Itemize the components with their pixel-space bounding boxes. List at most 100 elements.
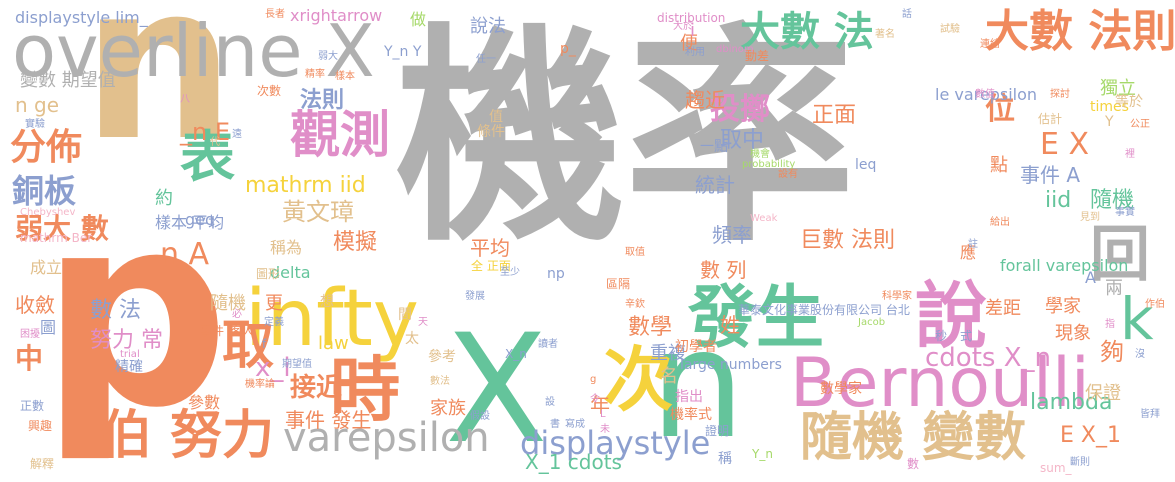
cloud-word: le varepsilon [935,85,1038,104]
cloud-word: 必 [232,309,242,320]
cloud-word: mathrm Ber [20,231,93,245]
cloud-word: 一點 [700,139,728,155]
cloud-word: 趨近 [685,88,725,112]
cloud-word: 興趣 [28,419,53,433]
cloud-word: 假設 [470,411,490,422]
cloud-word: 指出 [675,389,703,405]
cloud-word: 探討 [1050,89,1070,100]
cloud-word: overline X [12,9,375,93]
cloud-word: n ge [15,93,60,117]
cloud-word: 圖 [40,318,57,337]
cloud-word: 長者 [265,9,285,20]
cloud-word: A [1085,268,1096,287]
cloud-word: 隨機 變數 [800,408,1027,468]
cloud-word: 至少 [500,267,520,278]
cloud-word: 機率 [395,6,856,273]
cloud-word: 全 正面 [471,259,511,273]
cloud-word: 解釋 [30,457,55,471]
cloud-word: 獨立 [1100,78,1136,99]
cloud-word: 應 [960,243,977,262]
cloud-word: f [262,337,267,351]
cloud-word: leq [855,157,877,173]
cloud-word: p_ [560,41,576,57]
cloud-word: 未 [600,424,610,435]
cloud-word: 事件 [200,324,225,338]
cloud-word: 銅板 [12,172,77,210]
cloud-word: Bernoulli [790,344,1090,423]
cloud-word: 定義 [264,317,284,328]
cloud-word: 夠 [1100,338,1124,366]
cloud-word: 試驗 [940,24,960,35]
cloud-word: 說 [915,274,988,358]
cloud-word: 見到 [1080,212,1100,223]
cloud-word: 法則 [300,88,345,113]
cloud-word: dbinom [716,44,754,55]
cloud-word: 大數 法則 [985,6,1175,57]
cloud-word: 期望值 [282,359,312,370]
cloud-word: displaystyle [520,424,711,462]
cloud-word: 次數 [257,84,282,98]
cloud-word: 給出 [990,217,1010,228]
cloud-word: 連結 [980,39,1000,50]
cloud-word: 約 [155,188,173,209]
cloud-word: 努力 常 [90,328,163,353]
cloud-word: 說法 [470,16,506,37]
cloud-word: 客人 [230,324,255,338]
cloud-word: 弱大 數 [15,212,109,245]
cloud-word: 沒 [1135,349,1145,360]
cloud-word: 天 [418,317,428,328]
cloud-word: forall varepsilon [1000,256,1129,275]
cloud-word: cdots X_n [925,343,1052,373]
cloud-word: 稱為 [270,238,303,257]
cloud-word: 隨機 [1090,188,1135,213]
cloud-word: 差距 [985,298,1021,319]
cloud-word: 稱 [718,451,732,467]
cloud-word: 數 法 [90,298,141,323]
cloud-word: 精率 [305,69,325,80]
cloud-word: n [650,298,746,472]
cloud-word: X_1 cdots [525,450,622,474]
cloud-word: law [318,333,349,354]
cloud-word: 弱大 [318,51,338,62]
cloud-word: 黃文璋 [282,198,354,226]
cloud-word: xrightarrow [290,6,383,25]
cloud-word: 動差 [745,49,770,63]
cloud-word: 大於 [673,21,693,32]
cloud-word: 遠 [232,129,242,140]
cloud-word: 統計 [695,173,735,197]
cloud-word: 年 [590,393,610,417]
cloud-word: 中 [15,342,44,375]
cloud-word: 數 [907,457,920,471]
cloud-word: L [600,409,606,420]
cloud-word: Jacob [858,317,886,328]
cloud-word: 數值 [975,89,995,100]
cloud-word: 圖形 [256,267,281,281]
cloud-word: 便 [680,33,698,54]
cloud-word: X [445,303,548,477]
cloud-word: 伯 [100,406,153,466]
cloud-word: i [690,20,696,41]
cloud-word: 作伯 [1145,299,1165,310]
cloud-word: 接近 [290,373,343,403]
cloud-word: 樣本 [335,71,355,82]
cloud-word: 大數 法 [740,9,874,55]
cloud-word: 更 [265,293,283,314]
cloud-word: 科學家 [882,291,912,302]
cloud-word: 實驗 [25,119,45,130]
cloud-word: 取 [222,316,275,376]
cloud-word: 太 [405,331,419,347]
cloud-word: 註 [968,239,978,250]
cloud-word: 模擬 [333,230,378,255]
cloud-word: 數 列 [700,258,747,282]
cloud-word: delta [270,263,311,282]
cloud-word: 華泰文化事業股份有限公司 台北 [738,303,910,317]
cloud-word: 努力 [170,406,275,466]
cloud-word: 收斂 [15,293,55,317]
cloud-word: 取值 [625,247,645,258]
cloud-word: E X [1040,127,1090,162]
cloud-word: 次 [603,339,673,421]
cloud-word: lambda [1030,390,1113,415]
cloud-word: times [1090,99,1129,115]
cloud-word: 皆拜 [1140,409,1160,420]
cloud-word: 令 [590,394,600,405]
